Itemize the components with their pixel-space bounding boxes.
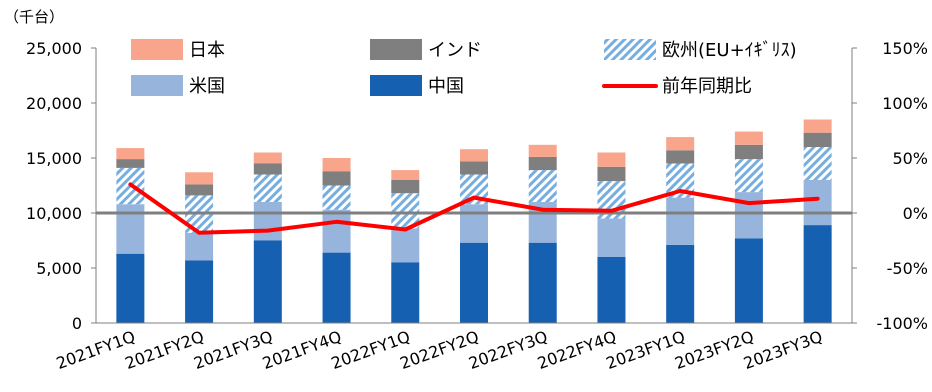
legend-label: 中国 [428, 76, 464, 97]
x-axis-tick-label: 2021FY4Q [260, 327, 344, 373]
bar-segment [803, 180, 832, 226]
yoy-point [197, 231, 201, 235]
bar-segment [185, 172, 214, 185]
yoy-point [541, 208, 545, 212]
bar-segment [734, 144, 763, 160]
legend-swatch [370, 39, 422, 60]
bar-segment [460, 242, 488, 323]
left-axis-tick-label: 25,000 [26, 39, 82, 58]
bar-segment [391, 262, 420, 323]
bar-segment [597, 257, 626, 323]
bar-segment [803, 119, 832, 133]
right-axis-tick-label: 100% [882, 94, 928, 113]
bar-segment [803, 147, 832, 180]
bar-segment [803, 225, 832, 323]
bar-segment [460, 161, 488, 175]
yoy-point [609, 209, 613, 213]
bar-segment [734, 131, 763, 145]
yoy-point [403, 228, 407, 231]
x-axis-tick-label: 2021FY3Q [191, 327, 275, 373]
x-axis-tick-label: 2022FY3Q [466, 327, 550, 373]
bar-segment [666, 150, 695, 164]
bar-segment [528, 156, 557, 171]
left-axis-unit-label: （千台） [4, 8, 64, 26]
bar-segment [803, 132, 832, 147]
bar-segment [597, 152, 626, 167]
yoy-point [266, 229, 270, 233]
yoy-point [678, 189, 682, 193]
plot-area: 0 5,000 10,000 15,000 20,000 25,000 -100% -50% 0… [26, 39, 928, 373]
right-axis-tick-label: -50% [887, 259, 928, 278]
legend-label: 日本 [189, 40, 225, 61]
bar-segment [116, 159, 145, 168]
left-axis-tick-label: 15,000 [26, 149, 82, 168]
bar-segment [253, 174, 282, 202]
bar-segment [185, 260, 214, 323]
bar-segment [734, 192, 763, 239]
bar-segment [185, 184, 214, 196]
bar-segment [322, 252, 351, 323]
bar-segment [666, 137, 695, 151]
right-axis-tick-label: 50% [892, 149, 928, 168]
yoy-point [747, 201, 751, 205]
bar-segment [460, 149, 488, 162]
yoy-point [472, 196, 476, 200]
legend-label: 欧州(EU+ｲｷﾞﾘｽ) [662, 40, 797, 61]
right-axis-tick-label: 150% [882, 39, 928, 58]
legend-swatch [604, 39, 656, 60]
bar-segment [253, 152, 282, 164]
bar-segment [322, 209, 351, 253]
bar-segment [322, 185, 351, 210]
bar-segment [597, 166, 626, 182]
bar-segment [116, 253, 145, 323]
x-axis-tick-label: 2021FY1Q [54, 327, 138, 373]
bar-segment [185, 232, 214, 261]
bar-segment [666, 197, 695, 245]
bar-segment [391, 228, 420, 263]
bar-segment [666, 244, 695, 323]
x-axis-tick-label: 2023FY2Q [672, 327, 756, 373]
x-axis-tick-label: 2023FY1Q [604, 327, 688, 373]
bar-segment [116, 148, 145, 160]
legend-swatch [370, 75, 422, 96]
bar-segment [460, 204, 488, 243]
bar-segment [597, 218, 626, 257]
bar-segment [391, 193, 420, 229]
left-axis-tick-label: 20,000 [26, 94, 82, 113]
bar-segment [253, 202, 282, 241]
legend-label: 米国 [189, 76, 225, 97]
left-axis-tick-label: 10,000 [26, 204, 82, 223]
x-axis-tick-label: 2022FY2Q [397, 327, 481, 373]
yoy-point [816, 197, 820, 201]
yoy-point [128, 182, 132, 186]
legend-swatch [131, 39, 183, 60]
bar-segment [253, 240, 282, 323]
bar-segment [322, 171, 351, 186]
x-axis-tick-label: 2023FY3Q [741, 327, 825, 373]
x-axis-tick-label: 2022FY1Q [329, 327, 413, 373]
bar-segment [528, 242, 557, 323]
right-axis-tick-label: -100% [876, 314, 928, 333]
bar-segment [528, 144, 557, 157]
right-axis-tick-label: 0% [903, 204, 928, 223]
yoy-point [335, 220, 339, 224]
legend-label: 前年同期比 [662, 76, 752, 97]
bar-segment [391, 180, 420, 194]
bar-segment [528, 170, 557, 202]
bar-segment [734, 159, 763, 193]
legend-label: インド [428, 40, 482, 61]
bar-segment [253, 163, 282, 175]
bar-segment [391, 170, 420, 180]
left-axis-tick-label: 0 [72, 314, 82, 333]
legend-swatch [131, 75, 183, 96]
x-axis-tick-label: 2022FY4Q [535, 327, 619, 373]
x-axis-tick-label: 2021FY2Q [122, 327, 206, 373]
bar-segment [734, 238, 763, 323]
bar-segment [322, 158, 351, 172]
left-axis-tick-label: 5,000 [36, 259, 82, 278]
